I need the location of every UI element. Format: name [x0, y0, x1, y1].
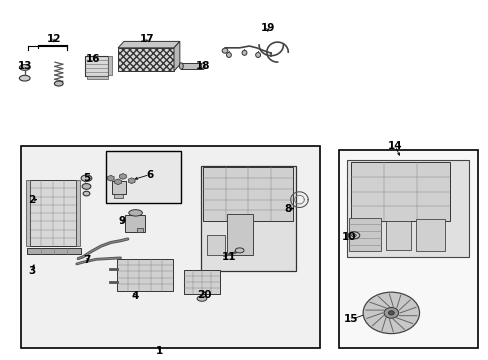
Text: 16: 16 [85, 54, 100, 64]
Circle shape [383, 307, 398, 318]
Bar [201, 166, 295, 271]
Ellipse shape [82, 184, 91, 189]
Ellipse shape [20, 75, 30, 81]
Polygon shape [174, 41, 180, 71]
Bar [106, 152, 181, 203]
Bar [339, 150, 477, 348]
Bar [348, 217, 380, 251]
Bar [203, 167, 292, 221]
Bar [227, 214, 252, 255]
Bar [124, 215, 145, 232]
Text: 9: 9 [118, 216, 125, 226]
Ellipse shape [347, 232, 359, 239]
Ellipse shape [255, 53, 260, 58]
Circle shape [363, 292, 419, 334]
Bar [346, 160, 468, 257]
Text: 2: 2 [28, 195, 35, 204]
Bar [87, 76, 108, 79]
Ellipse shape [222, 48, 227, 53]
Text: 1: 1 [156, 346, 163, 356]
Bar [415, 219, 444, 251]
Bar [76, 180, 80, 246]
Ellipse shape [235, 248, 244, 253]
Text: 3: 3 [28, 266, 35, 276]
Bar [183, 270, 220, 294]
Ellipse shape [351, 234, 356, 237]
Bar [136, 228, 143, 232]
Text: 13: 13 [18, 61, 32, 71]
Ellipse shape [20, 64, 30, 70]
Text: 14: 14 [387, 141, 402, 151]
Ellipse shape [81, 175, 92, 181]
Text: 11: 11 [221, 252, 236, 262]
Bar [30, 180, 76, 246]
Text: 6: 6 [146, 170, 153, 180]
Bar [351, 162, 449, 221]
Bar [85, 56, 108, 76]
Ellipse shape [54, 81, 63, 86]
Text: 8: 8 [284, 203, 291, 213]
Text: 5: 5 [82, 173, 90, 183]
Circle shape [387, 311, 393, 315]
Polygon shape [118, 41, 180, 48]
Bar [26, 180, 30, 246]
FancyArrowPatch shape [224, 252, 236, 256]
Ellipse shape [201, 63, 204, 69]
Bar [21, 146, 319, 348]
Ellipse shape [128, 210, 142, 216]
Text: 12: 12 [46, 34, 61, 44]
Text: 17: 17 [140, 34, 154, 44]
Ellipse shape [179, 63, 183, 69]
Text: 4: 4 [131, 291, 139, 301]
Ellipse shape [83, 191, 90, 196]
Text: 15: 15 [344, 314, 358, 324]
Bar [181, 63, 203, 69]
Ellipse shape [226, 53, 231, 58]
Bar [114, 194, 122, 198]
Bar [117, 258, 173, 291]
Text: 10: 10 [341, 232, 356, 242]
Bar [386, 221, 410, 249]
Ellipse shape [197, 296, 206, 301]
Bar [112, 181, 125, 194]
Ellipse shape [242, 50, 246, 55]
Bar [118, 48, 174, 71]
Text: 7: 7 [82, 255, 90, 265]
Bar [206, 235, 224, 255]
Text: 20: 20 [197, 290, 211, 300]
Bar [27, 248, 81, 254]
Text: 19: 19 [260, 23, 274, 33]
Text: 18: 18 [196, 61, 210, 71]
Bar [108, 56, 112, 75]
